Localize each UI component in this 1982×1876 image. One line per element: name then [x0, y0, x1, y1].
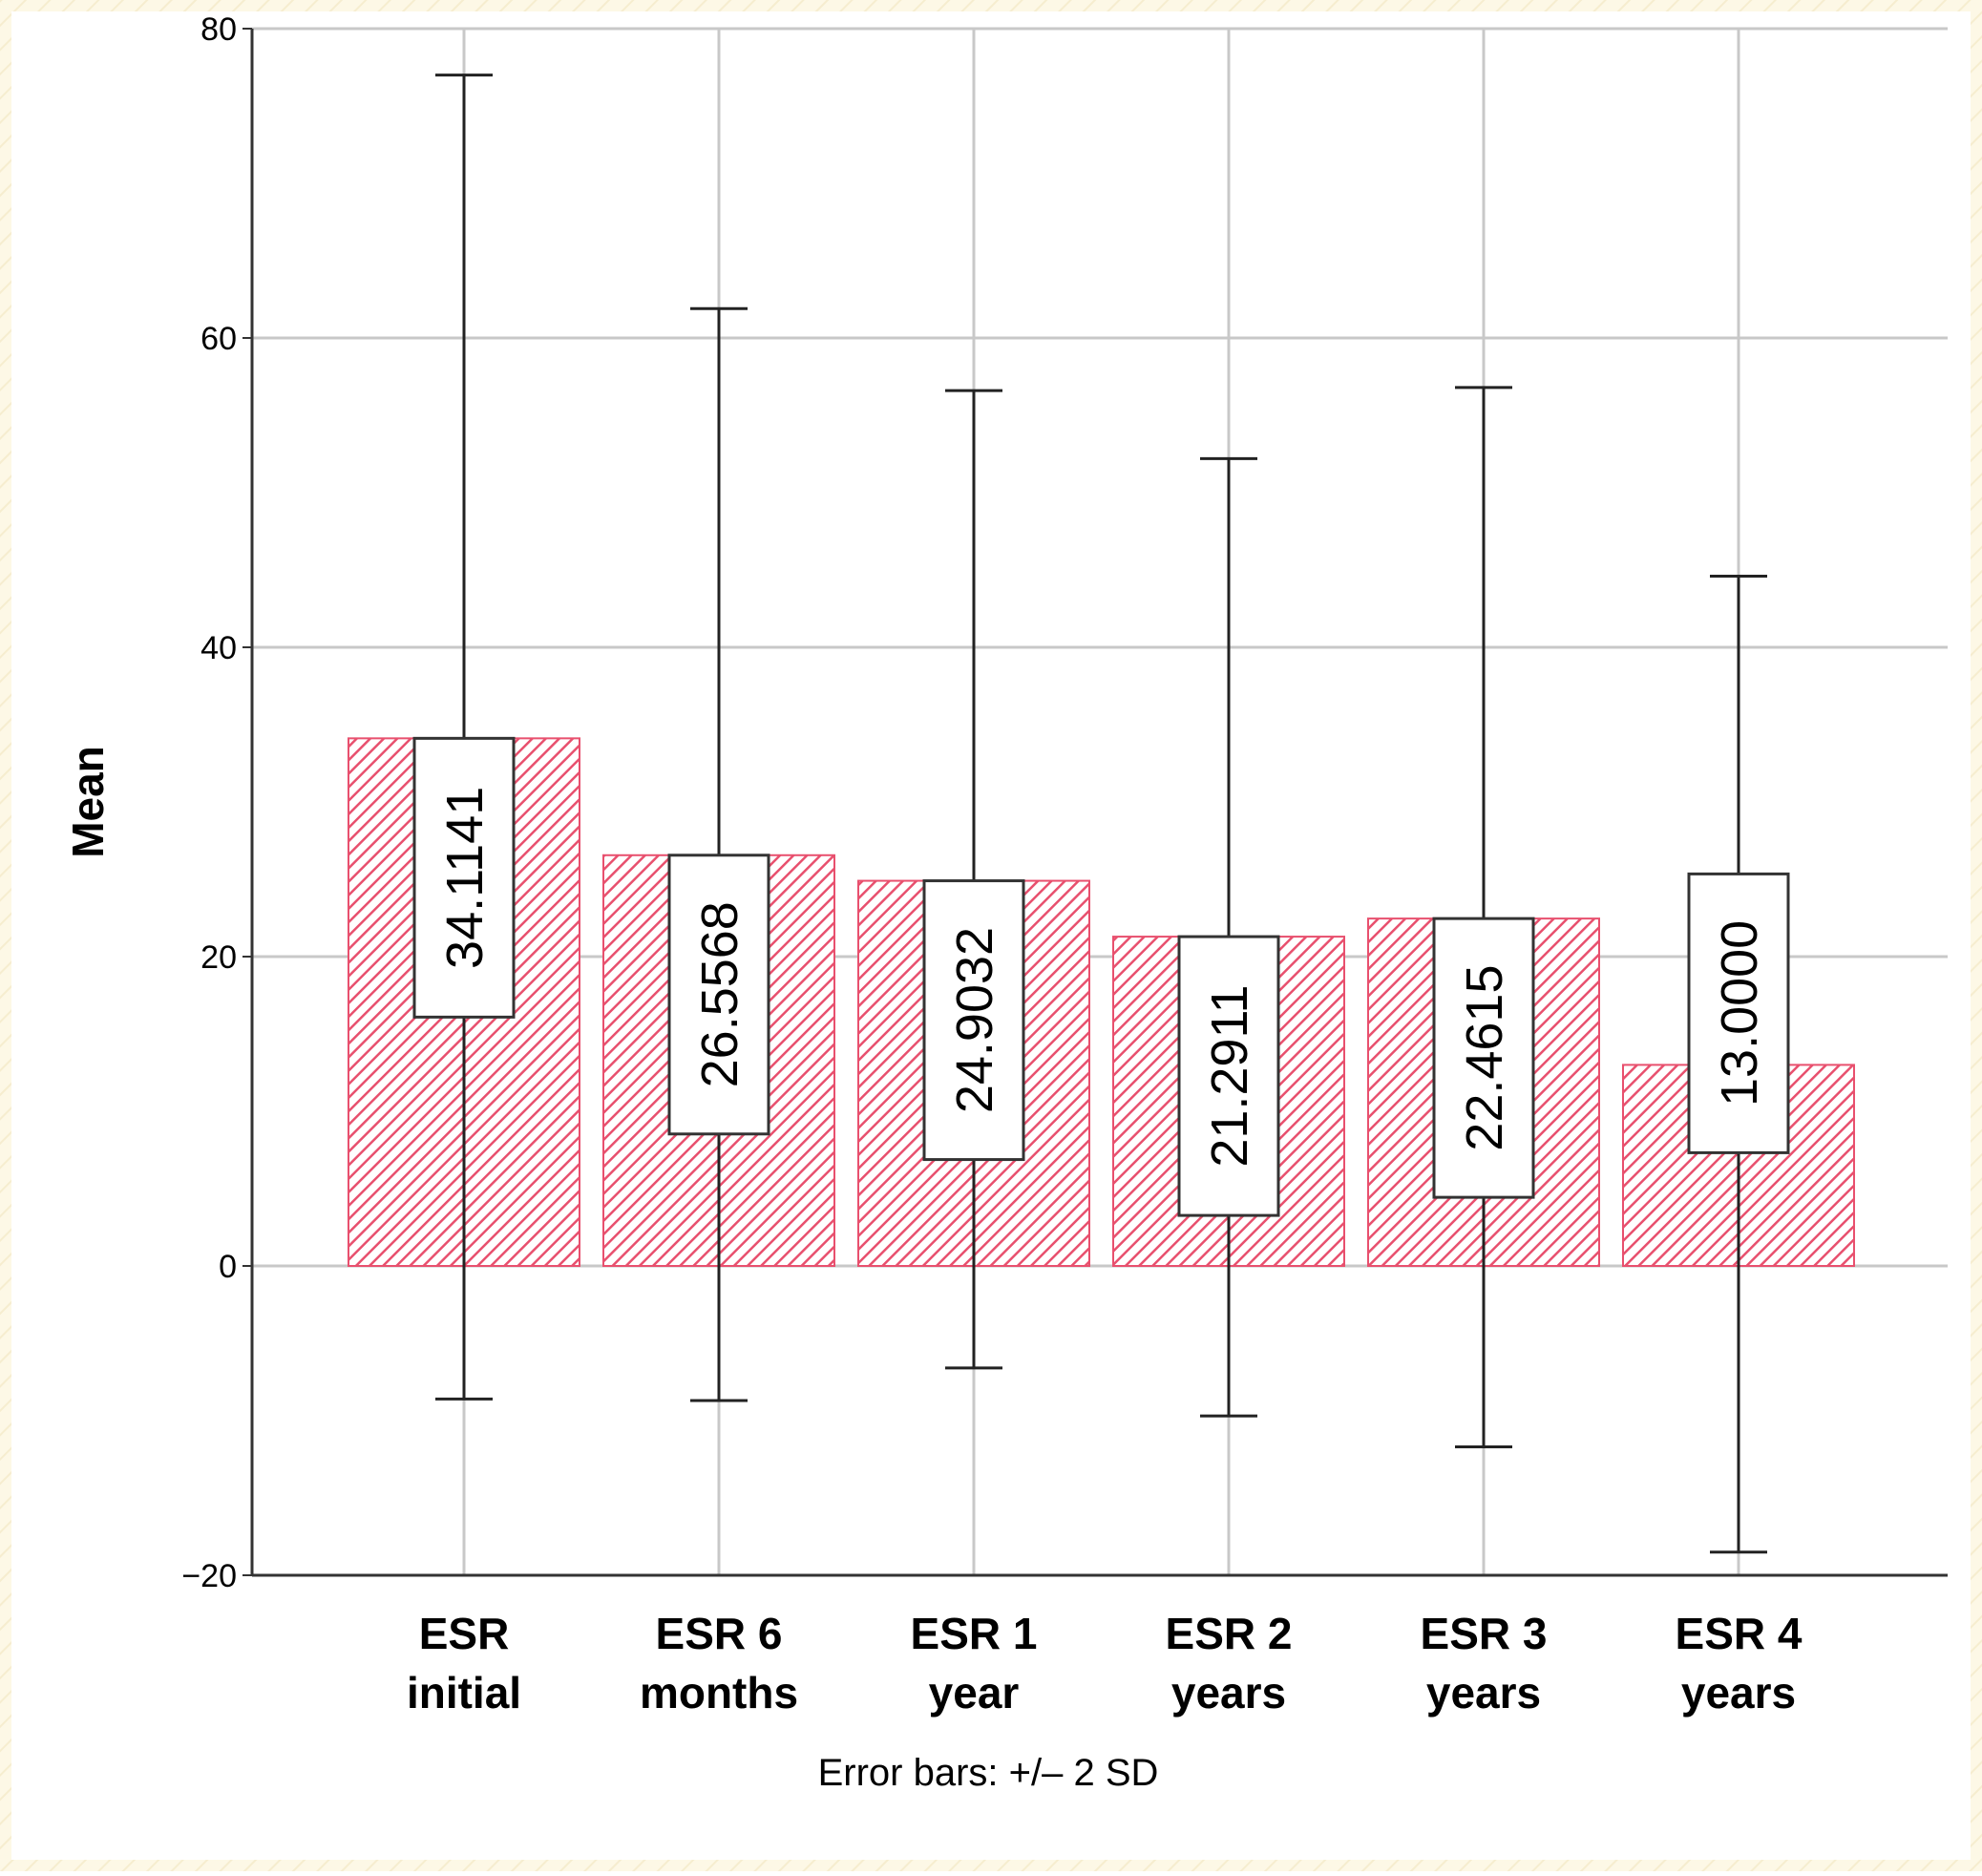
x-category-label-line: ESR 1 [911, 1609, 1038, 1658]
x-category-label: ESR 4 years [1676, 1609, 1803, 1718]
value-labels: 34.1141 26.5568 24.9032 21.2911 22.4615 13.00… [412, 736, 1790, 1217]
x-category-label-line: months [640, 1668, 798, 1718]
x-category-label-line: ESR 2 [1166, 1609, 1293, 1658]
x-category-label-line: years [1426, 1668, 1541, 1718]
value-label: 34.1141 [436, 787, 494, 969]
y-tick-label: 80 [200, 11, 237, 48]
x-category-label: ESR 3 years [1421, 1609, 1548, 1718]
y-tick-label: 60 [200, 321, 237, 357]
value-label-box [1687, 872, 1790, 1154]
value-label-box [922, 879, 1025, 1162]
x-category-label-line: ESR 3 [1421, 1609, 1548, 1658]
y-tick-label: −20 [181, 1558, 237, 1594]
value-label: 22.4615 [1456, 965, 1513, 1151]
x-category-label-line: ESR 4 [1676, 1609, 1803, 1658]
x-category-label-line: ESR [419, 1609, 510, 1658]
value-label: 13.0000 [1711, 920, 1768, 1107]
value-label-box [1177, 935, 1280, 1217]
x-category-label-line: years [1171, 1668, 1286, 1718]
x-category-label-line: ESR 6 [656, 1609, 783, 1658]
value-label: 26.5568 [691, 901, 749, 1087]
value-label-box [1432, 917, 1535, 1199]
x-category-label: ESR 1 year [911, 1609, 1038, 1718]
x-category-labels: ESR initial ESR 6 months ESR 1 year ESR 2 years… [407, 1609, 1803, 1718]
value-label-box [412, 736, 516, 1019]
value-label: 24.9032 [946, 927, 1003, 1113]
y-tick-label: 40 [200, 630, 237, 666]
value-label-box [667, 854, 770, 1136]
x-category-label: ESR 6 months [640, 1609, 798, 1718]
error-bar-note: Error bars: +/– 2 SD [818, 1752, 1159, 1794]
y-axis-label: Mean [63, 746, 113, 858]
y-tick-label: 0 [219, 1249, 237, 1285]
x-category-label: ESR 2 years [1166, 1609, 1293, 1718]
x-category-label-line: initial [407, 1668, 521, 1718]
value-label: 21.2911 [1201, 984, 1258, 1167]
x-category-label-line: year [929, 1668, 1020, 1718]
x-category-label-line: years [1681, 1668, 1796, 1718]
x-category-label: ESR initial [407, 1609, 521, 1718]
y-tick-label: 20 [200, 939, 237, 976]
y-tick-labels: −20 0 20 40 60 80 [181, 11, 237, 1594]
axes [242, 28, 1948, 1577]
